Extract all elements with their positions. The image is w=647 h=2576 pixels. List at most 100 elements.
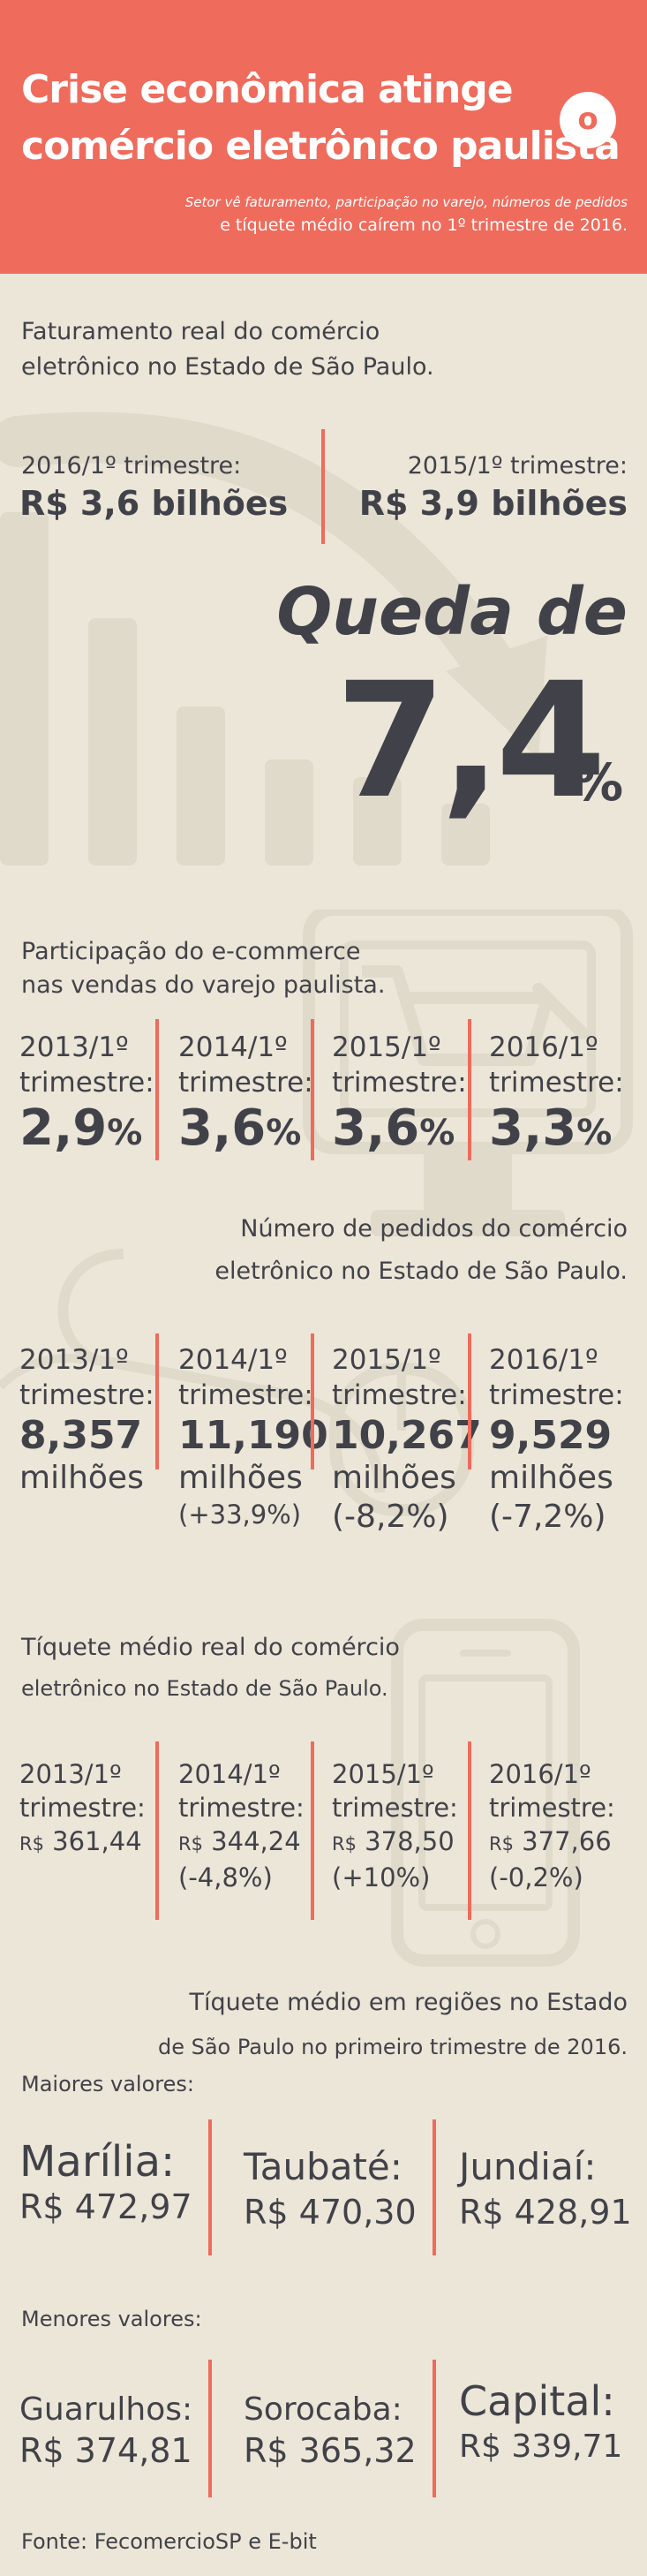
orders-item-2016: 2016/1º trimestre: 9,529 milhões (-7,2%) (489, 1342, 624, 1537)
share-value: 3,3 (489, 1099, 577, 1157)
revenue-divider (321, 429, 325, 544)
ticket-year: 2013/1º (19, 1759, 122, 1789)
title-line-1: Crise econômica atinge (21, 67, 514, 112)
region-city: Sorocaba: (244, 2391, 402, 2428)
orders-period: trimestre: (19, 1379, 154, 1411)
ticket-currency: R$ (178, 1833, 203, 1855)
share-unit: % (266, 1113, 302, 1153)
regions-heading-line-1: Tíquete médio em regiões no Estado (189, 1989, 628, 2016)
orders-divider (311, 1333, 314, 1469)
share-item-2015: 2015/1º trimestre: 3,6% (332, 1030, 467, 1161)
ticket-period: trimestre: (178, 1793, 305, 1823)
region-value: R$ 365,32 (244, 2431, 417, 2470)
orders-value: 8,357 (19, 1413, 143, 1458)
region-city: Capital: (459, 2377, 615, 2425)
orders-item-2015: 2015/1º trimestre: 10,267 milhões (-8,2%… (332, 1342, 482, 1537)
orders-heading-line-1: Número de pedidos do comércio (240, 1215, 628, 1243)
revenue-heading-line-1: Faturamento real do comércio (21, 318, 380, 345)
revenue-2016-label: 2016/1º trimestre: (21, 452, 242, 480)
ticket-value: 377,66 (522, 1826, 612, 1856)
share-year: 2015/1º (332, 1031, 441, 1063)
orders-heading-line-2: eletrônico no Estado de São Paulo. (214, 1258, 628, 1285)
region-value: R$ 374,81 (19, 2431, 192, 2470)
lowest-item-guarulhos: Guarulhos: R$ 374,81 (19, 2390, 192, 2471)
share-divider (311, 1019, 314, 1160)
share-value: 3,6 (178, 1099, 267, 1157)
orders-period: trimestre: (489, 1379, 624, 1411)
share-item-2013: 2013/1º trimestre: 2,9% (19, 1030, 154, 1161)
drop-number: 7,4 (335, 649, 606, 834)
ticket-change: (-4,8%) (178, 1862, 273, 1892)
orders-divider (468, 1333, 471, 1469)
revenue-2016-value: R$ 3,6 bilhões (19, 484, 289, 523)
orders-unit: milhões (332, 1460, 456, 1496)
share-unit: % (576, 1113, 613, 1153)
regions-divider (433, 2360, 436, 2497)
share-period: trimestre: (332, 1067, 467, 1099)
ticket-change: (-0,2%) (489, 1862, 583, 1892)
ticket-currency: R$ (19, 1833, 44, 1855)
orders-change: (-8,2%) (332, 1499, 449, 1535)
ticket-currency: R$ (489, 1833, 514, 1855)
ticket-heading-line-2: eletrônico no Estado de São Paulo. (21, 1676, 388, 1701)
region-value: R$ 470,30 (244, 2193, 417, 2232)
share-value: 2,9 (19, 1099, 108, 1157)
share-value: 3,6 (332, 1099, 420, 1157)
share-unit: % (419, 1113, 455, 1153)
regions-heading-line-2: de São Paulo no primeiro trimestre de 20… (157, 2035, 628, 2059)
orders-year: 2015/1º (332, 1344, 441, 1376)
share-divider (468, 1019, 471, 1160)
orders-period: trimestre: (178, 1379, 313, 1411)
orders-unit: milhões (178, 1460, 303, 1496)
orders-change: (-7,2%) (489, 1499, 606, 1535)
share-item-2016: 2016/1º trimestre: 3,3% (489, 1030, 624, 1161)
region-city: Taubaté: (244, 2145, 402, 2188)
orders-year: 2016/1º (489, 1344, 598, 1376)
ticket-item-2015: 2015/1º trimestre: R$ 378,50 (+10%) (332, 1757, 458, 1894)
ticket-value: 378,50 (365, 1826, 455, 1856)
regions-divider (433, 2119, 436, 2255)
region-value: R$ 472,97 (19, 2187, 192, 2226)
orders-item-2013: 2013/1º trimestre: 8,357 milhões (19, 1342, 154, 1498)
share-year: 2016/1º (489, 1031, 598, 1063)
ticket-year: 2014/1º (178, 1759, 281, 1789)
lowest-item-sorocaba: Sorocaba: R$ 365,32 (244, 2390, 417, 2471)
lowest-item-capital: Capital: R$ 339,71 (459, 2376, 622, 2467)
smartphone-illustration (391, 1619, 580, 1967)
decline-chart-illustration (0, 412, 547, 865)
share-year: 2014/1º (178, 1031, 288, 1063)
drop-unit: % (572, 752, 624, 812)
source-note: Fonte: FecomercioSP e E-bit (21, 2529, 317, 2554)
ticket-period: trimestre: (489, 1793, 615, 1823)
ticket-value: 344,24 (211, 1826, 301, 1856)
orders-year: 2014/1º (178, 1344, 288, 1376)
share-period: trimestre: (19, 1067, 154, 1099)
share-item-2014: 2014/1º trimestre: 3,6% (178, 1030, 313, 1161)
orders-divider (155, 1333, 159, 1469)
share-year: 2013/1º (19, 1031, 129, 1063)
region-city: Jundiaí: (459, 2145, 597, 2188)
ticket-divider (468, 1741, 471, 1920)
lowest-label: Menores valores: (21, 2307, 202, 2331)
orders-value: 9,529 (489, 1413, 613, 1458)
region-value: R$ 428,91 (459, 2193, 632, 2232)
subtitle-line-1: Setor vê faturamento, participação no va… (184, 194, 628, 210)
ticket-item-2014: 2014/1º trimestre: R$ 344,24 (-4,8%) (178, 1757, 305, 1894)
ticket-year: 2015/1º (332, 1759, 434, 1789)
orders-year: 2013/1º (19, 1344, 129, 1376)
share-period: trimestre: (489, 1067, 624, 1099)
ticket-item-2013: 2013/1º trimestre: R$ 361,44 (19, 1757, 146, 1861)
ticket-currency: R$ (332, 1833, 357, 1855)
orders-change: (+33,9%) (178, 1500, 302, 1530)
ticket-heading-line-1: Tíquete médio real do comércio (21, 1634, 400, 1661)
drop-label: Queda de (276, 574, 628, 650)
share-heading-line-2: nas vendas do varejo paulista. (21, 971, 386, 999)
highest-item-taubate: Taubaté: R$ 470,30 (244, 2142, 417, 2232)
ticket-year: 2016/1º (489, 1759, 591, 1789)
share-divider (155, 1019, 159, 1160)
share-period: trimestre: (178, 1067, 313, 1099)
share-heading-line-1: Participação do e-commerce (21, 938, 361, 965)
highest-label: Maiores valores: (21, 2072, 194, 2096)
ticket-value: 361,44 (52, 1826, 142, 1856)
share-unit: % (107, 1113, 143, 1153)
